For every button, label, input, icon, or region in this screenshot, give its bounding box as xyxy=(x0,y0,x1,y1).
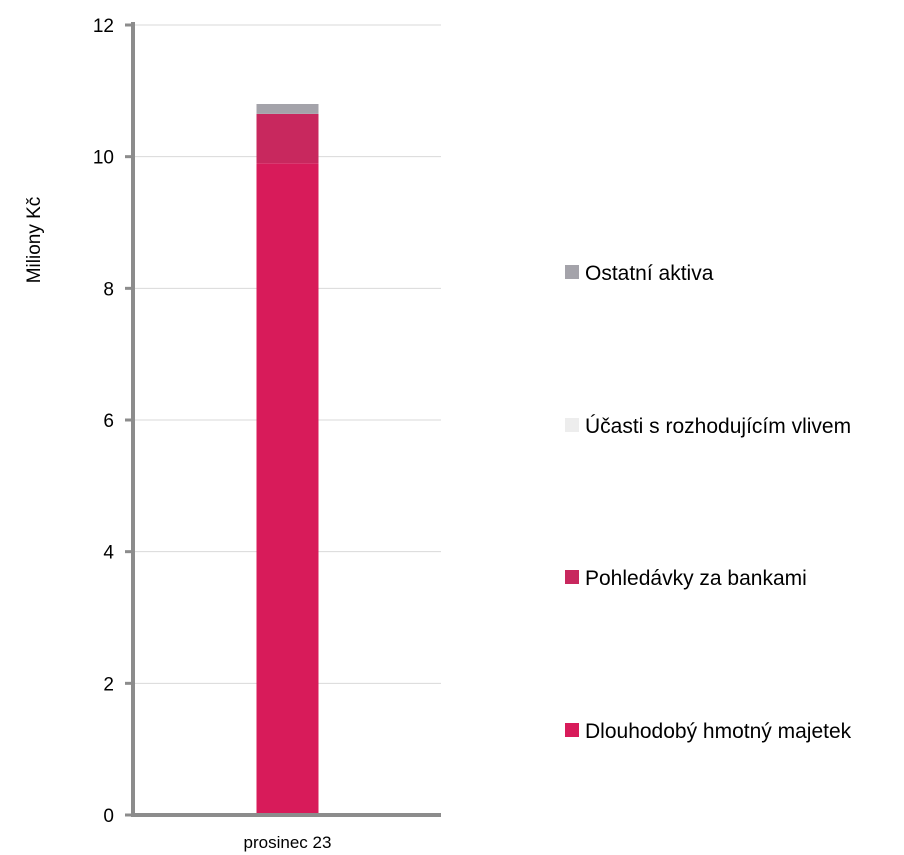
x-tick-labels: prosinec 23 xyxy=(244,833,332,852)
legend-label: Dlouhodobý hmotný majetek xyxy=(585,720,852,743)
y-tick-label: 4 xyxy=(103,543,114,564)
legend-swatch xyxy=(565,723,579,737)
y-tick-labels: 0 2 4 6 8 10 12 xyxy=(93,16,133,827)
y-axis-title: Miliony Kč xyxy=(24,197,45,284)
legend-swatch xyxy=(565,418,579,432)
bars xyxy=(256,104,319,815)
legend: Ostatní aktiva Účasti s rozhodujícím vliv… xyxy=(565,262,852,743)
x-tick-label: prosinec 23 xyxy=(244,833,332,852)
legend-label: Účasti s rozhodujícím vlivem xyxy=(585,415,851,438)
bar-segment xyxy=(256,113,319,164)
y-tick-label: 0 xyxy=(103,806,114,827)
legend-label: Pohledávky za bankami xyxy=(585,567,807,590)
y-tick-label: 6 xyxy=(103,411,114,432)
legend-label: Ostatní aktiva xyxy=(585,262,714,285)
y-tick-label: 8 xyxy=(103,279,114,300)
y-tick-label: 2 xyxy=(103,674,114,695)
legend-swatch xyxy=(565,265,579,279)
legend-swatch xyxy=(565,570,579,584)
bar-segment xyxy=(256,163,319,815)
y-tick-label: 12 xyxy=(93,16,114,37)
bar-segment xyxy=(256,104,319,114)
y-tick-label: 10 xyxy=(93,148,114,169)
